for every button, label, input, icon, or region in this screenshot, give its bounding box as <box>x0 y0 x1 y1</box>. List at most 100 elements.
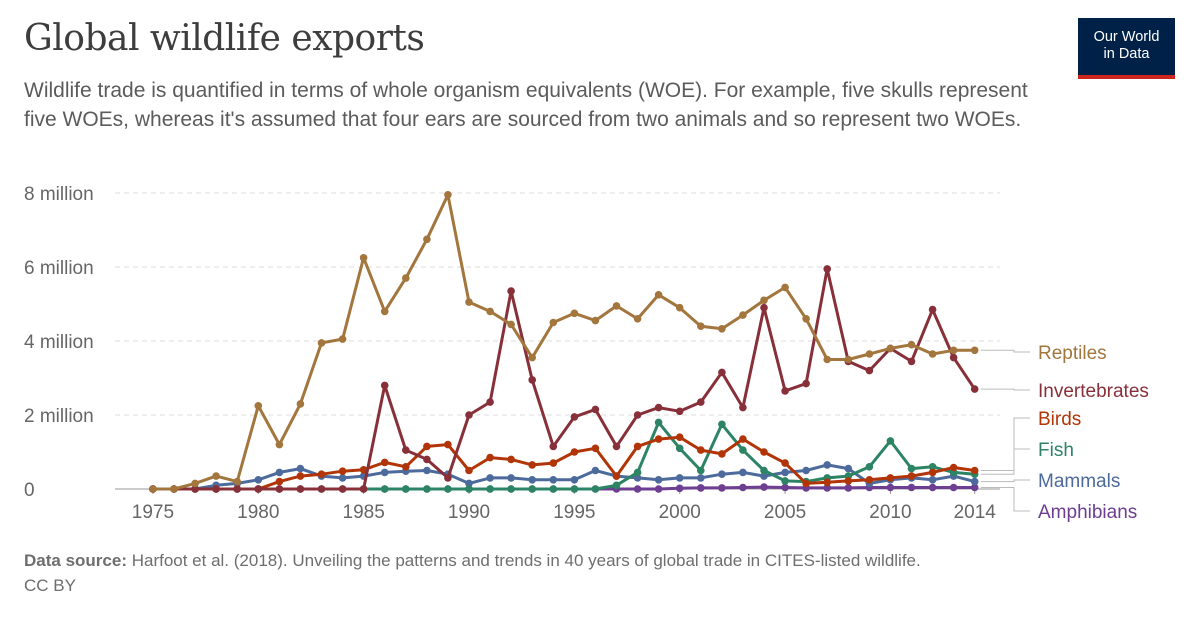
data-point-invertebrates <box>233 485 241 493</box>
series-label-amphibians: Amphibians <box>1038 502 1137 523</box>
data-point-birds <box>338 467 347 476</box>
data-point-invertebrates <box>570 413 579 421</box>
data-point-reptiles <box>718 325 726 333</box>
data-point-reptiles <box>317 339 326 347</box>
x-tick-label: 1980 <box>237 502 279 523</box>
data-point-invertebrates <box>781 387 789 395</box>
data-point-reptiles <box>402 274 410 282</box>
data-point-birds <box>928 468 937 477</box>
chart-subtitle: Wildlife trade is quantified in terms of… <box>24 79 1028 131</box>
data-point-birds <box>591 444 600 453</box>
data-point-fish <box>591 485 600 493</box>
data-point-birds <box>402 463 410 471</box>
data-point-invertebrates <box>507 287 515 295</box>
data-point-mammals <box>423 466 431 475</box>
data-point-reptiles <box>760 296 768 305</box>
data-point-birds <box>612 472 621 480</box>
data-point-mammals <box>507 474 515 482</box>
data-point-fish <box>718 420 726 429</box>
data-point-birds <box>570 448 579 456</box>
data-point-mammals <box>654 476 663 484</box>
x-tick-label: 2010 <box>869 502 911 523</box>
data-point-fish <box>570 485 579 493</box>
data-point-mammals <box>760 472 768 480</box>
data-point-mammals <box>697 474 705 482</box>
chart-title: Global wildlife exports <box>24 18 425 59</box>
data-point-reptiles <box>486 307 494 316</box>
data-point-invertebrates <box>697 398 705 406</box>
owid-logo[interactable]: Our World in Data <box>1078 18 1175 79</box>
data-point-reptiles <box>970 346 979 355</box>
series-label-reptiles: Reptiles <box>1038 343 1107 364</box>
data-point-reptiles <box>949 346 958 355</box>
data-point-birds <box>675 433 684 442</box>
data-point-fish <box>886 437 895 445</box>
data-point-birds <box>823 478 831 487</box>
data-point-birds <box>781 459 789 467</box>
data-point-invertebrates <box>865 366 874 375</box>
data-point-reptiles <box>528 353 536 362</box>
data-point-fish <box>654 418 663 427</box>
data-point-mammals <box>380 468 389 477</box>
data-point-fish <box>633 468 642 477</box>
logo-line-2: in Data <box>1103 46 1150 62</box>
data-point-birds <box>528 461 536 469</box>
x-tick-label: 1990 <box>448 502 490 523</box>
data-point-invertebrates <box>254 485 263 493</box>
data-point-invertebrates <box>633 411 642 419</box>
data-point-birds <box>486 453 494 462</box>
data-point-invertebrates <box>402 446 410 454</box>
data-point-amphibians <box>907 483 916 492</box>
label-connector <box>980 349 1030 353</box>
data-point-reptiles <box>675 303 684 312</box>
series-label-mammals: Mammals <box>1038 471 1120 492</box>
data-point-birds <box>359 466 368 474</box>
data-point-reptiles <box>423 235 431 244</box>
data-point-fish <box>465 485 473 493</box>
data-point-invertebrates <box>612 442 621 451</box>
data-point-mammals <box>591 466 600 475</box>
data-point-birds <box>317 470 326 479</box>
data-point-invertebrates <box>949 353 958 362</box>
series-label-invertebrates: Invertebrates <box>1038 381 1149 402</box>
data-point-birds <box>507 455 515 464</box>
data-point-invertebrates <box>191 485 199 493</box>
data-point-invertebrates <box>275 485 284 493</box>
data-point-reptiles <box>907 340 916 349</box>
data-point-invertebrates <box>212 485 220 493</box>
data-point-mammals <box>718 470 726 479</box>
y-tick-label: 4 million <box>24 332 94 353</box>
data-point-amphibians <box>823 484 831 492</box>
data-point-amphibians <box>760 483 768 491</box>
data-point-birds <box>844 477 853 485</box>
data-point-amphibians <box>718 484 726 492</box>
data-point-invertebrates <box>549 442 558 451</box>
label-connector <box>980 448 1030 475</box>
data-point-invertebrates <box>486 398 494 406</box>
data-point-reptiles <box>844 355 853 364</box>
data-point-mammals <box>570 476 579 484</box>
data-point-birds <box>697 446 705 454</box>
data-point-reptiles <box>380 307 389 316</box>
data-point-amphibians <box>675 484 684 493</box>
data-point-reptiles <box>296 400 305 408</box>
data-point-invertebrates <box>296 485 305 493</box>
data-point-birds <box>465 466 473 475</box>
source-text: Harfoot et al. (2018). Unveiling the pat… <box>126 551 921 570</box>
data-point-birds <box>760 448 768 456</box>
data-point-invertebrates <box>591 405 600 414</box>
data-point-reptiles <box>338 335 347 343</box>
data-point-reptiles <box>212 472 220 480</box>
data-point-reptiles <box>254 402 263 410</box>
data-point-mammals <box>633 474 642 482</box>
data-point-birds <box>718 450 726 458</box>
data-point-mammals <box>781 468 789 477</box>
data-point-reptiles <box>465 298 473 306</box>
y-tick-label: 2 million <box>24 406 94 427</box>
data-point-reptiles <box>275 440 284 449</box>
data-point-mammals <box>254 476 263 484</box>
data-point-amphibians <box>781 483 789 492</box>
data-point-birds <box>444 440 452 449</box>
data-point-mammals <box>528 476 536 484</box>
data-point-mammals <box>823 461 831 469</box>
